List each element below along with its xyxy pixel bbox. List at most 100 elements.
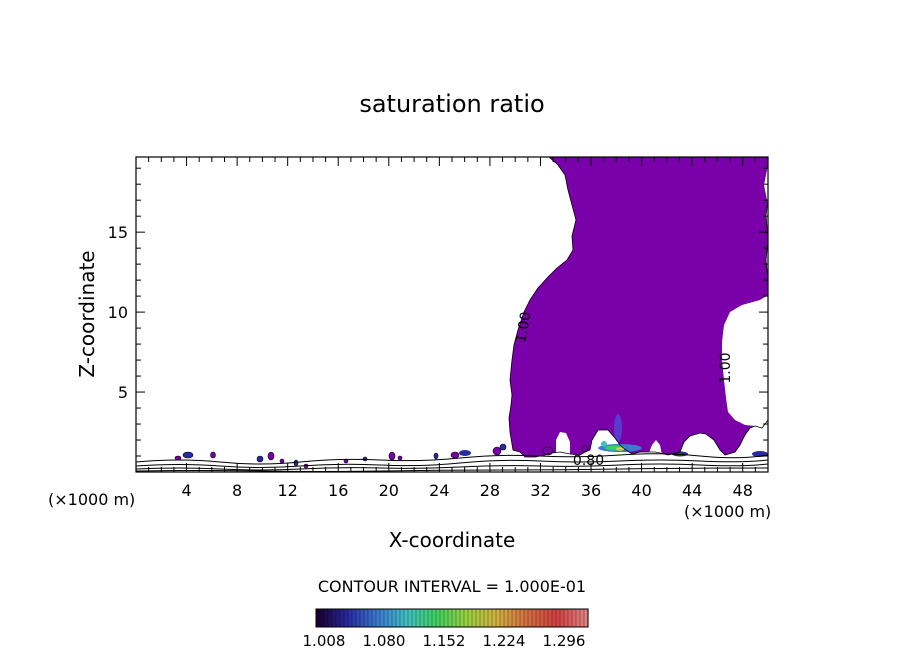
y-tick-label: 15	[108, 223, 128, 242]
colorbar-swatch	[415, 608, 421, 628]
x-tick-label: 48	[733, 481, 753, 500]
colorbar-label: 1.008	[303, 632, 346, 650]
colorbar-swatch	[543, 608, 549, 628]
x-tick-label: 24	[429, 481, 449, 500]
saturated-cell	[542, 446, 554, 456]
colorbar-swatch	[339, 608, 345, 628]
contour-interval: CONTOUR INTERVAL = 1.000E-01	[318, 577, 586, 596]
colorbar-label: 1.296	[543, 632, 586, 650]
x-tick-label: 16	[328, 481, 348, 500]
unsaturated-notch-top	[764, 165, 768, 205]
saturated-cell	[182, 451, 194, 459]
colorbar-swatch	[351, 608, 357, 628]
colorbar-swatch	[463, 608, 469, 628]
colorbar-swatch	[327, 608, 333, 628]
unsaturated-notch-1	[556, 432, 570, 455]
surface-contours	[136, 453, 768, 472]
x-tick-label: 12	[278, 481, 298, 500]
colorbar-swatch	[347, 608, 353, 628]
colorbar-swatch	[423, 608, 429, 628]
x-tick-label: 32	[530, 481, 550, 500]
saturated-cell	[256, 455, 264, 463]
chart-title: saturation ratio	[359, 90, 544, 118]
colorbar-swatch	[455, 608, 461, 628]
colorbar-swatch	[375, 608, 381, 628]
colorbar-swatch	[359, 608, 365, 628]
colorbar-swatch	[471, 608, 477, 628]
colorbar-swatch	[475, 608, 481, 628]
colorbar-swatch	[335, 608, 341, 628]
colorbar-swatch	[439, 608, 445, 628]
x-tick-label: 28	[480, 481, 500, 500]
colorbar-swatch	[379, 608, 385, 628]
colorbar-swatch	[519, 608, 525, 628]
saturated-cell	[388, 451, 396, 461]
contour-labels: 1.00 1.00 0.80	[513, 311, 734, 469]
colorbar-swatch	[355, 608, 361, 628]
x-axis-unit-left: (×1000 m)	[48, 490, 135, 509]
x-tick-label: 44	[682, 481, 702, 500]
x-tick-label: 4	[181, 481, 191, 500]
colorbar-label: 1.080	[363, 632, 406, 650]
x-tick-label: 20	[379, 481, 399, 500]
colorbar-swatch	[467, 608, 473, 628]
x-axis-ticks: 4 8 12 16 20 24 28 32 36 40 44 48	[148, 157, 756, 500]
high-saturation-pockets	[459, 414, 768, 457]
colorbar-swatch	[567, 608, 573, 628]
colorbar-swatch	[571, 608, 577, 628]
colorbar-swatch	[407, 608, 413, 628]
colorbar-swatch	[435, 608, 441, 628]
colorbar-swatch	[483, 608, 489, 628]
contour-label: 0.80	[573, 453, 604, 469]
colorbar-swatch	[499, 608, 505, 628]
unsaturated-gap-right	[722, 295, 768, 428]
x-axis-unit-right: (×1000 m)	[684, 502, 771, 521]
colorbar-swatch	[371, 608, 377, 628]
x-axis-label: X-coordinate	[389, 528, 516, 552]
saturation-region	[509, 157, 768, 457]
colorbar-swatch	[535, 608, 541, 628]
colorbar-swatch	[447, 608, 453, 628]
colorbar-frame	[315, 608, 589, 628]
colorbar-swatch	[555, 608, 561, 628]
x-tick-label: 8	[232, 481, 242, 500]
colorbar-swatch	[323, 608, 329, 628]
colorbar-swatch	[523, 608, 529, 628]
colorbar-swatch	[495, 608, 501, 628]
saturated-cell	[174, 455, 182, 461]
colorbar-swatch	[527, 608, 533, 628]
saturated-cell	[492, 446, 502, 456]
colorbar-swatch	[547, 608, 553, 628]
colorbar-swatch	[479, 608, 485, 628]
colorbar-swatch	[563, 608, 569, 628]
colorbar-swatch	[459, 608, 465, 628]
colorbar-swatch	[559, 608, 565, 628]
colorbar-label: 1.224	[483, 632, 526, 650]
saturated-cell	[499, 443, 507, 451]
colorbar-swatch	[427, 608, 433, 628]
colorbar-swatch	[503, 608, 509, 628]
colorbar-swatch	[531, 608, 537, 628]
saturated-cell	[279, 458, 285, 464]
colorbar-swatch	[491, 608, 497, 628]
saturated-cell	[450, 451, 460, 459]
colorbar-swatch	[575, 608, 581, 628]
unsaturated-notch-2	[648, 440, 662, 455]
saturated-cell	[397, 455, 403, 461]
y-tick-label: 10	[108, 303, 128, 322]
colorbar-swatch	[319, 608, 325, 628]
colorbar-swatch	[387, 608, 393, 628]
colorbar-swatch	[487, 608, 493, 628]
colorbar-swatch	[343, 608, 349, 628]
x-tick-label: 40	[631, 481, 651, 500]
colorbar-swatch	[431, 608, 437, 628]
colorbar-swatch	[443, 608, 449, 628]
contour-label: 1.00	[513, 311, 534, 344]
colorbar-swatch	[331, 608, 337, 628]
colorbar	[315, 608, 589, 628]
colorbar-swatch	[451, 608, 457, 628]
y-axis-ticks: 5 10 15	[108, 167, 768, 457]
colorbar-swatch	[367, 608, 373, 628]
